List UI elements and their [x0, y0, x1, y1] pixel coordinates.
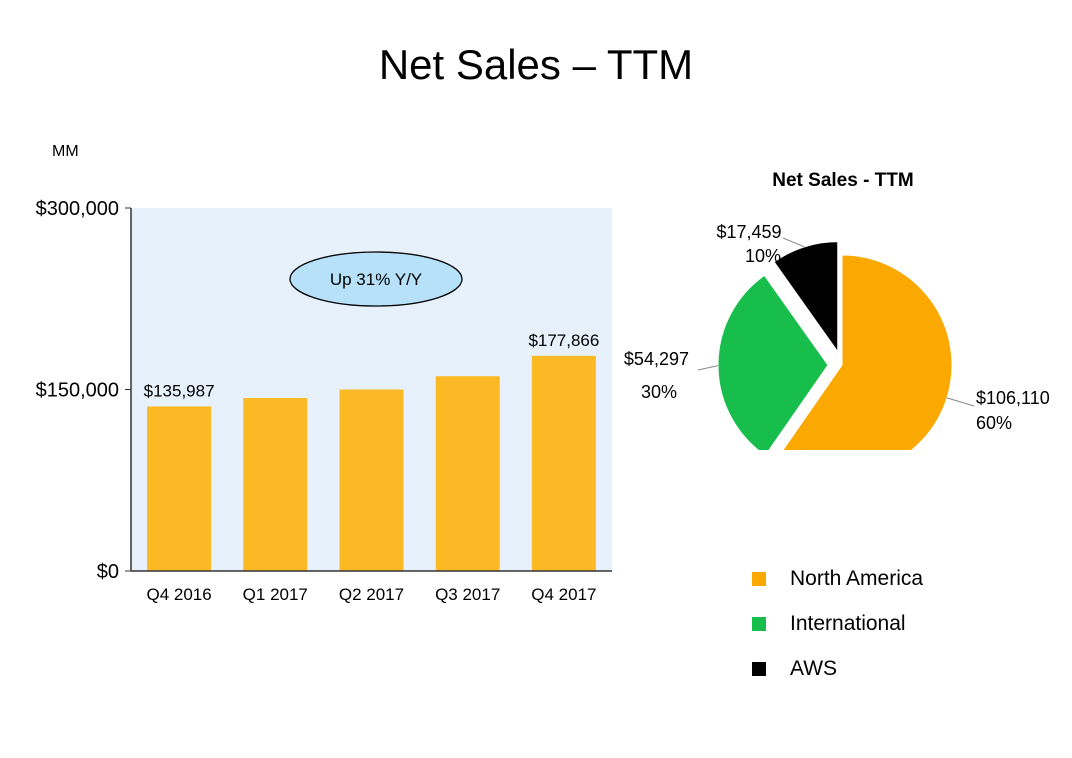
- annotation-text: Up 31% Y/Y: [330, 270, 422, 289]
- legend-label-north-america: North America: [790, 566, 924, 590]
- legend-swatch-international: [752, 616, 766, 631]
- pie-legend: North America International AWS: [752, 556, 923, 691]
- pie-title: Net Sales - TTM: [772, 170, 913, 191]
- x-tick-label: Q1 2017: [243, 585, 308, 604]
- bar-chart: $0 $150,000 $300,000 Q4 2016 $135,987 Q1 2017…: [36, 198, 612, 604]
- y-tick-label: $0: [97, 561, 119, 583]
- slice-value-label: $17,459: [716, 222, 781, 242]
- pie-chart: Net Sales - TTM $106,110 60% $54,297 30% $17,…: [624, 170, 1050, 450]
- unit-label: MM: [52, 143, 79, 160]
- x-tick-label: Q4 2016: [146, 585, 211, 604]
- slice-value-label: $54,297: [624, 349, 689, 369]
- bar: [339, 389, 404, 571]
- slice-percent-label: 10%: [745, 246, 781, 266]
- legend-label-international: International: [790, 611, 906, 635]
- legend-label-aws: AWS: [790, 656, 838, 680]
- legend-swatch-north-america: [752, 571, 766, 586]
- bar: [147, 406, 212, 571]
- x-tick-label: Q4 2017: [531, 585, 596, 604]
- legend-item-international: International: [752, 601, 923, 646]
- legend-item-north-america: North America: [752, 556, 923, 601]
- leader-line: [697, 365, 719, 371]
- y-tick-label: $150,000: [36, 380, 119, 402]
- legend-item-aws: AWS: [752, 646, 923, 691]
- legend-swatch-aws: [752, 661, 766, 676]
- bar: [243, 397, 308, 571]
- x-tick-label: Q2 2017: [339, 585, 404, 604]
- slice-percent-label: 60%: [976, 413, 1012, 433]
- data-label: $177,866: [528, 331, 599, 350]
- data-label: $135,987: [144, 381, 215, 400]
- pie-slice: [773, 241, 839, 354]
- bar: [435, 376, 500, 571]
- bar: [531, 355, 596, 571]
- page-title: Net Sales – TTM: [378, 41, 694, 88]
- annotation-bubble: [289, 251, 463, 307]
- leader-line: [782, 237, 805, 248]
- slice-percent-label: 30%: [641, 382, 677, 402]
- y-tick-label: $300,000: [36, 198, 119, 220]
- leader-line: [946, 397, 975, 407]
- x-tick-label: Q3 2017: [435, 585, 500, 604]
- pie-slice: [717, 274, 829, 450]
- slice-value-label: $106,110: [976, 388, 1050, 408]
